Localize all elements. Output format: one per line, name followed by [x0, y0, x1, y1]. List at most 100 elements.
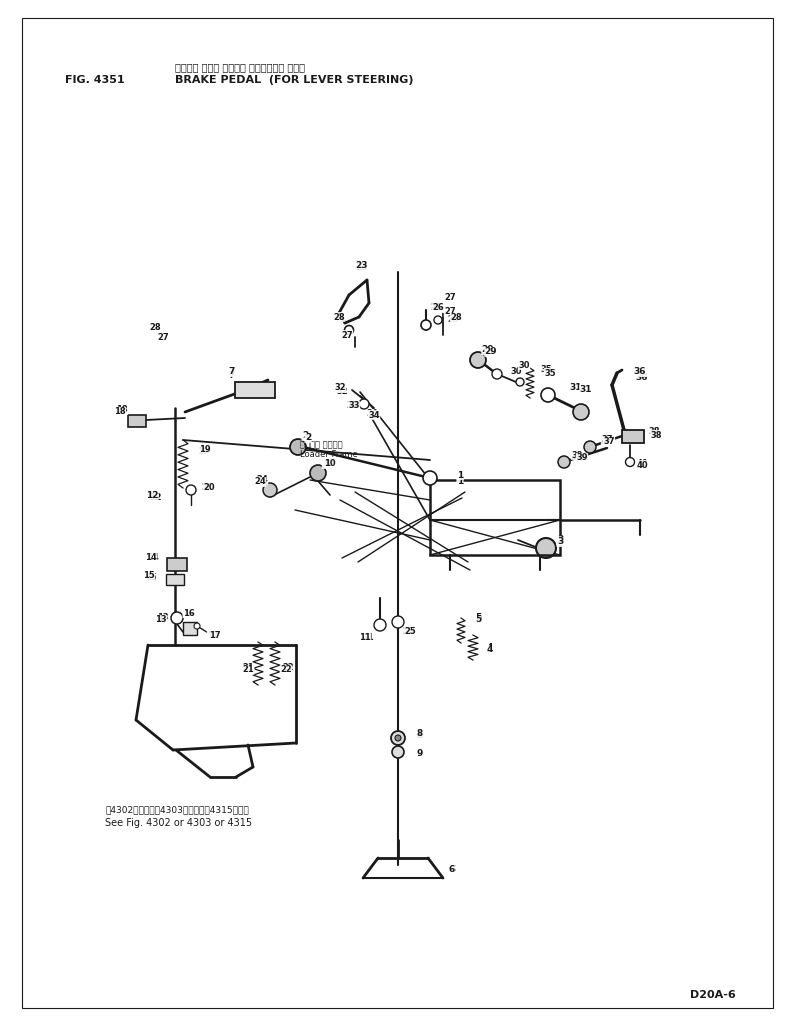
Text: 37: 37: [603, 437, 615, 446]
Text: 16: 16: [183, 608, 195, 618]
Text: 3: 3: [556, 538, 563, 547]
Text: 30: 30: [510, 367, 522, 377]
Text: 8: 8: [417, 731, 423, 740]
Bar: [166, 574, 184, 585]
Text: 10: 10: [322, 460, 334, 469]
Text: 28: 28: [333, 313, 345, 321]
Text: 26: 26: [430, 304, 442, 313]
Circle shape: [434, 316, 442, 324]
Text: 25: 25: [402, 628, 414, 636]
Text: 33: 33: [348, 401, 360, 410]
Bar: [430, 480, 560, 555]
Text: 37: 37: [601, 435, 613, 444]
Bar: [128, 415, 146, 427]
Text: 35: 35: [545, 368, 556, 378]
Circle shape: [558, 456, 570, 468]
Circle shape: [171, 611, 183, 624]
Circle shape: [492, 369, 502, 379]
Text: 18: 18: [116, 405, 128, 415]
Text: 笥4302図または笥4303図または笥4315図参照: 笥4302図または笥4303図または笥4315図参照: [105, 805, 249, 814]
Circle shape: [263, 483, 277, 497]
Text: 22: 22: [282, 664, 294, 672]
Text: 28: 28: [149, 322, 161, 331]
Text: 14: 14: [145, 553, 157, 562]
Circle shape: [573, 404, 589, 420]
Text: 31: 31: [570, 384, 582, 393]
Text: 19: 19: [200, 445, 211, 455]
Circle shape: [421, 320, 431, 330]
Text: 38: 38: [648, 428, 660, 436]
Circle shape: [392, 616, 404, 628]
Text: 27: 27: [444, 308, 456, 316]
Text: 2: 2: [304, 434, 311, 442]
Text: 6: 6: [449, 866, 455, 874]
Text: 18: 18: [114, 407, 126, 417]
Circle shape: [344, 325, 354, 334]
Text: 8: 8: [417, 728, 423, 738]
Text: 28: 28: [450, 314, 462, 322]
Text: 39: 39: [572, 450, 583, 460]
Text: 11: 11: [363, 633, 374, 642]
Circle shape: [516, 378, 524, 386]
Text: 10: 10: [324, 459, 335, 468]
Text: 9: 9: [417, 749, 423, 757]
Circle shape: [290, 439, 306, 455]
Text: 4: 4: [487, 643, 493, 653]
Text: 21: 21: [242, 666, 254, 674]
Text: 7: 7: [229, 370, 235, 380]
Text: 24: 24: [256, 475, 268, 484]
Text: 27: 27: [341, 330, 353, 340]
Text: 19: 19: [197, 447, 209, 457]
Text: 13: 13: [157, 614, 169, 623]
Circle shape: [392, 746, 404, 758]
Circle shape: [423, 471, 437, 485]
Text: 31: 31: [580, 386, 592, 395]
Circle shape: [391, 731, 405, 745]
Text: 34: 34: [366, 409, 378, 419]
Text: BRAKE PEDAL  (FOR LEVER STEERING): BRAKE PEDAL (FOR LEVER STEERING): [175, 75, 413, 85]
Text: 33: 33: [347, 401, 358, 410]
Bar: [622, 430, 644, 443]
Text: 27: 27: [157, 332, 169, 342]
Circle shape: [470, 352, 486, 368]
Text: 17: 17: [207, 631, 219, 640]
Text: 13: 13: [155, 616, 167, 625]
Circle shape: [395, 735, 401, 741]
Text: 20: 20: [201, 483, 213, 492]
Text: 36: 36: [634, 367, 646, 377]
Text: 39: 39: [576, 453, 588, 463]
Text: 17: 17: [209, 631, 221, 640]
Text: 6: 6: [450, 866, 456, 874]
Text: 7: 7: [229, 367, 235, 377]
Text: 40: 40: [636, 461, 648, 470]
Text: 12: 12: [149, 494, 161, 503]
Text: 14: 14: [147, 553, 159, 562]
Bar: [167, 558, 187, 571]
Text: 22: 22: [280, 666, 292, 674]
Text: D20A-6: D20A-6: [690, 990, 735, 1000]
Text: 23: 23: [355, 263, 368, 272]
Text: 29: 29: [482, 346, 494, 355]
Circle shape: [541, 388, 555, 402]
Text: 25: 25: [404, 628, 416, 636]
Circle shape: [536, 538, 556, 558]
Circle shape: [374, 619, 386, 631]
Text: 36: 36: [636, 373, 648, 383]
Text: 5: 5: [475, 614, 481, 623]
Bar: [235, 382, 275, 398]
Text: 29: 29: [485, 348, 498, 356]
Text: 40: 40: [636, 460, 648, 469]
Text: 32: 32: [336, 388, 348, 396]
Text: 3: 3: [556, 536, 563, 545]
Text: 5: 5: [475, 616, 481, 625]
Text: 35: 35: [540, 365, 552, 374]
Text: 11: 11: [359, 633, 371, 642]
Text: 20: 20: [204, 483, 215, 492]
Text: ローダー フレーム: ローダー フレーム: [300, 440, 343, 449]
Text: 15: 15: [143, 571, 155, 581]
Text: 24: 24: [254, 477, 266, 486]
Circle shape: [626, 458, 634, 467]
Circle shape: [186, 485, 196, 495]
Text: ブレーキ ペダル （レバー ステアリング ヨウ）: ブレーキ ペダル （レバー ステアリング ヨウ）: [175, 62, 305, 72]
Text: 12: 12: [145, 490, 158, 500]
